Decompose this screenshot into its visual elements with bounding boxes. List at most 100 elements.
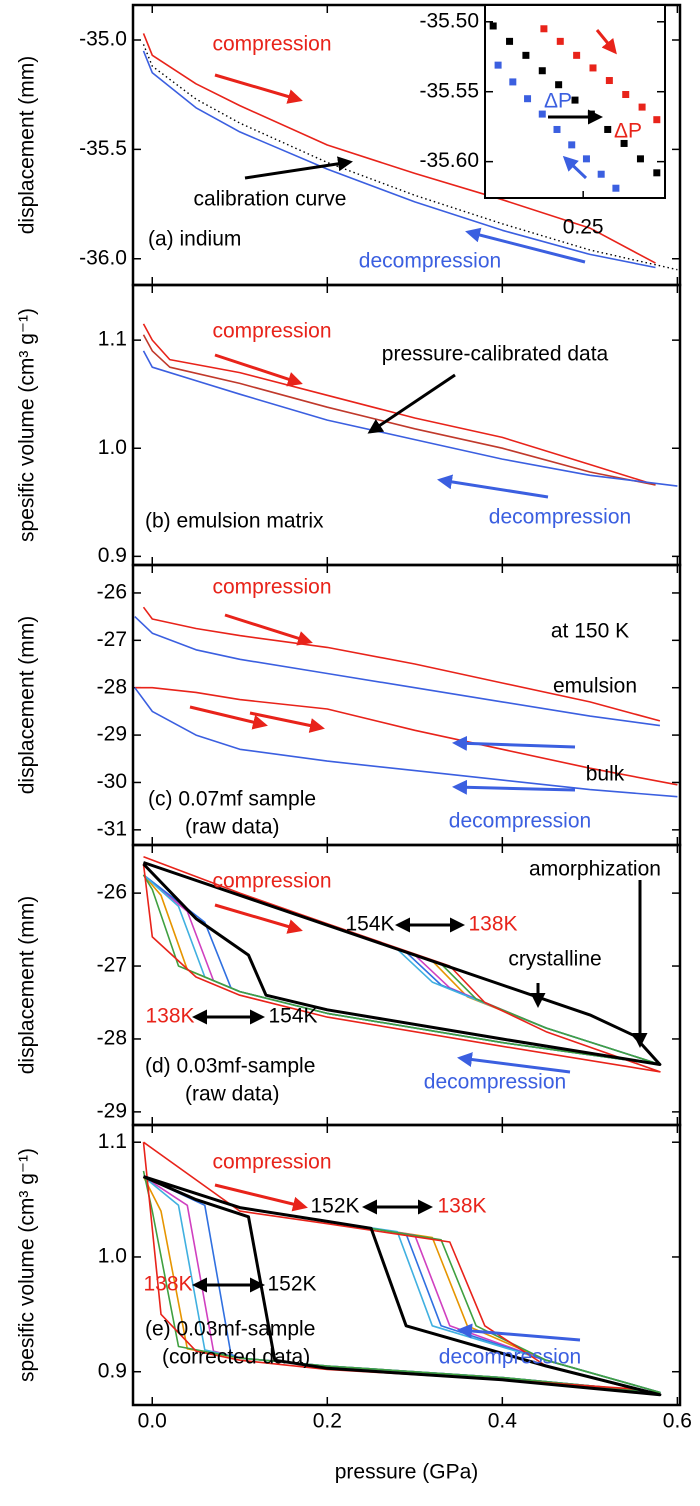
- y-axis-title: displacement (mm): [16, 616, 39, 795]
- inset-point: [538, 110, 546, 118]
- y-tick-label: -26: [97, 580, 127, 603]
- y-tick-label: -30: [97, 770, 127, 793]
- annotation: 154K: [345, 913, 394, 936]
- inset-point: [638, 103, 646, 111]
- y-tick-label: -35.5: [79, 137, 127, 160]
- annotation: compression: [212, 576, 331, 599]
- y-tick-label: -31: [97, 817, 127, 840]
- y-tick-label: -35.55: [419, 79, 479, 102]
- annotation: calibration curve: [194, 188, 347, 211]
- annotation: 138K: [468, 913, 517, 936]
- inset-point: [506, 37, 514, 45]
- annotation: 138K: [437, 1195, 486, 1218]
- y-tick-label: 1.1: [98, 328, 127, 351]
- annotation: ΔP: [614, 120, 642, 143]
- arrow: [214, 353, 303, 387]
- inset-point: [494, 61, 502, 69]
- inset-point: [568, 141, 576, 149]
- y-axis-title: spesific volume (cm³ g⁻¹): [16, 308, 39, 542]
- arrow: [214, 903, 303, 934]
- data-line: [142, 606, 661, 722]
- y-tick-label: -36.0: [79, 246, 127, 269]
- x-tick-label: 0.4: [488, 1410, 518, 1433]
- y-tick-label: -26: [97, 881, 127, 904]
- annotation: decompression: [489, 506, 631, 529]
- y-tick-label: -28: [97, 675, 127, 698]
- y-axis-title: displacement (mm): [16, 896, 39, 1075]
- inset-point: [620, 139, 628, 147]
- annotation: decompression: [439, 1346, 581, 1369]
- data-line: [142, 44, 678, 271]
- inset-point: [522, 51, 530, 59]
- y-tick-label: -28: [97, 1027, 127, 1050]
- annotation: amorphization: [529, 858, 661, 881]
- y-axis-title: displacement (mm): [16, 56, 39, 235]
- y-tick-label: -35.50: [419, 9, 479, 32]
- arrow: [214, 1183, 308, 1212]
- arrow: [457, 1052, 571, 1074]
- inset-point: [597, 170, 605, 178]
- annotation: decompression: [424, 1071, 566, 1094]
- y-tick-label: 0.9: [98, 544, 127, 567]
- inset-point: [605, 77, 613, 85]
- x-axis-title: pressure (GPa): [335, 1461, 479, 1484]
- annotation: decompression: [359, 250, 501, 273]
- data-line: [134, 687, 678, 798]
- annotation: (raw data): [185, 1083, 280, 1106]
- annotation: (raw data): [185, 816, 280, 839]
- annotation: compression: [212, 320, 331, 343]
- y-tick-label: -27: [97, 954, 127, 977]
- annotation: pressure-calibrated data: [382, 343, 609, 366]
- arrow: [214, 73, 303, 104]
- y-tick-label: 1.0: [98, 436, 127, 459]
- annotation: emulsion: [553, 675, 637, 698]
- inset-point: [573, 51, 581, 59]
- y-tick-label: 1.0: [98, 1245, 127, 1268]
- data-line: [142, 1175, 662, 1397]
- x-tick-label: 0.25: [563, 216, 604, 239]
- y-axis-title: spesific volume (cm³ g⁻¹): [16, 1148, 39, 1382]
- inset-point: [612, 184, 620, 192]
- x-tick-label: 0.6: [663, 1410, 692, 1433]
- y-tick-label: -27: [97, 628, 127, 651]
- arrow: [224, 613, 313, 646]
- arrow: [452, 779, 576, 795]
- inset-point: [509, 78, 517, 86]
- data-line: [142, 323, 656, 486]
- data-line: [142, 33, 656, 264]
- inset-point: [571, 96, 579, 104]
- annotation: (corrected data): [162, 1346, 310, 1369]
- inset-point: [555, 81, 563, 89]
- arrow: [189, 705, 268, 730]
- annotation: (e) 0.03mf-sample: [145, 1318, 315, 1341]
- inset-point: [653, 169, 661, 177]
- y-tick-label: 1.1: [98, 1130, 127, 1153]
- panel-frame: [131, 1123, 682, 1407]
- annotation: 152K: [310, 1195, 359, 1218]
- annotation: crystalline: [508, 948, 601, 971]
- annotation: bulk: [586, 763, 625, 786]
- inset-point: [556, 37, 564, 45]
- data-line: [142, 334, 656, 486]
- annotation: compression: [212, 33, 331, 56]
- annotation: at 150 K: [551, 620, 629, 643]
- annotation: (a) indium: [148, 228, 241, 251]
- arrow: [457, 1323, 581, 1342]
- inset-point: [589, 64, 597, 72]
- arrow: [465, 227, 586, 264]
- data-line: [134, 686, 678, 786]
- annotation: decompression: [449, 810, 591, 833]
- y-tick-label: -29: [97, 1099, 127, 1122]
- inset-point: [540, 25, 548, 33]
- inset-point: [653, 116, 661, 124]
- annotation: ΔP: [544, 90, 572, 113]
- annotation: (c) 0.07mf sample: [148, 788, 316, 811]
- inset-point: [553, 125, 561, 133]
- annotation: 138K: [143, 1273, 192, 1296]
- arrow: [562, 155, 588, 180]
- x-tick-label: 0.2: [313, 1410, 342, 1433]
- inset-point: [538, 67, 546, 75]
- data-line: [142, 50, 656, 269]
- annotation: 152K: [267, 1273, 316, 1296]
